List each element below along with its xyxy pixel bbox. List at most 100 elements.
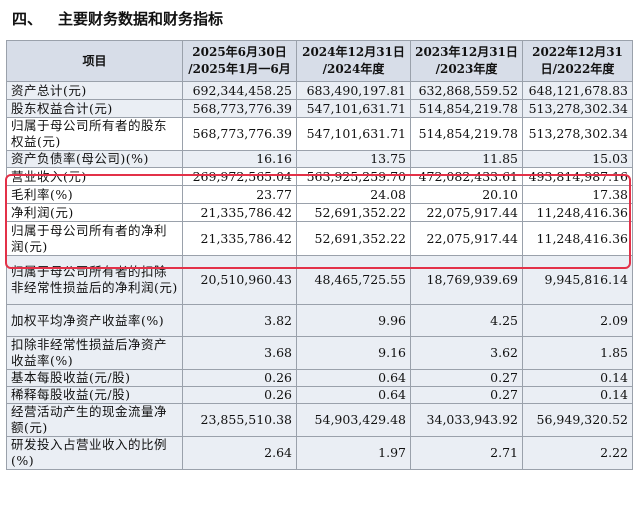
row-value: 23.77 <box>182 185 297 204</box>
row-value: 52,691,352.22 <box>296 203 411 222</box>
row-value: 11,248,416.36 <box>522 221 633 256</box>
row-value: 513,278,302.34 <box>522 99 633 118</box>
row-value: 9.16 <box>296 336 411 370</box>
table-row: 研发投入占营业收入的比例(%) 2.64 1.97 2.71 2.22 <box>6 436 633 470</box>
row-label: 经营活动产生的现金流量净额(元) <box>6 403 183 437</box>
row-value: 2.09 <box>522 304 633 337</box>
row-value: 21,335,786.42 <box>182 203 297 222</box>
table-row: 归属于母公司所有者的扣除非经常性损益后的净利润(元) 20,510,960.43 4… <box>6 255 633 305</box>
table-row: 资产总计(元) 692,344,458.25 683,490,197.81 632,8… <box>6 81 633 100</box>
row-value: 11.85 <box>410 150 523 168</box>
row-value: 514,854,219.78 <box>410 99 523 118</box>
row-label: 毛利率(%) <box>6 185 183 204</box>
row-value: 547,101,631.71 <box>296 99 411 118</box>
row-label: 归属于母公司所有者的股东权益(元) <box>6 117 183 151</box>
row-value: 0.26 <box>182 386 297 404</box>
row-value: 52,691,352.22 <box>296 221 411 256</box>
row-value: 692,344,458.25 <box>182 81 297 100</box>
row-label: 资产总计(元) <box>6 81 183 100</box>
row-value: 683,490,197.81 <box>296 81 411 100</box>
table-row: 毛利率(%) 23.77 24.08 20.10 17.38 <box>6 185 633 204</box>
row-value: 18,769,939.69 <box>410 255 523 305</box>
header-item: 项目 <box>6 40 183 82</box>
row-value: 493,814,987.16 <box>522 167 633 186</box>
table-row: 基本每股收益(元/股) 0.26 0.64 0.27 0.14 <box>6 369 633 387</box>
row-label: 归属于母公司所有者的净利润(元) <box>6 221 183 256</box>
row-value: 9,945,816.14 <box>522 255 633 305</box>
table-row: 归属于母公司所有者的股东权益(元) 568,773,776.39 547,101,6… <box>6 117 633 151</box>
row-value: 13.75 <box>296 150 411 168</box>
table-row: 加权平均净资产收益率(%) 3.82 9.96 4.25 2.09 <box>6 304 633 337</box>
row-value: 0.14 <box>522 369 633 387</box>
row-value: 22,075,917.44 <box>410 221 523 256</box>
row-value: 48,465,725.55 <box>296 255 411 305</box>
row-value: 20,510,960.43 <box>182 255 297 305</box>
table-row: 股东权益合计(元) 568,773,776.39 547,101,631.71 514… <box>6 99 633 118</box>
row-value: 568,773,776.39 <box>182 99 297 118</box>
row-value: 0.26 <box>182 369 297 387</box>
row-value: 2.71 <box>410 436 523 470</box>
header-2025h1: 2025年6月30日/2025年1月一6月 <box>182 40 297 82</box>
table-row: 稀释每股收益(元/股) 0.26 0.64 0.27 0.14 <box>6 386 633 404</box>
row-value: 20.10 <box>410 185 523 204</box>
row-value: 648,121,678.83 <box>522 81 633 100</box>
row-value: 0.14 <box>522 386 633 404</box>
row-value: 0.27 <box>410 369 523 387</box>
row-value: 513,278,302.34 <box>522 117 633 151</box>
row-label: 研发投入占营业收入的比例(%) <box>6 436 183 470</box>
row-value: 11,248,416.36 <box>522 203 633 222</box>
row-value: 0.27 <box>410 386 523 404</box>
row-label: 净利润(元) <box>6 203 183 222</box>
table-row: 扣除非经常性损益后净资产收益率(%) 3.68 9.16 3.62 1.85 <box>6 336 633 370</box>
row-value: 1.85 <box>522 336 633 370</box>
row-value: 34,033,943.92 <box>410 403 523 437</box>
row-value: 16.16 <box>182 150 297 168</box>
table-row: 经营活动产生的现金流量净额(元) 23,855,510.38 54,903,429.… <box>6 403 633 437</box>
row-value: 3.82 <box>182 304 297 337</box>
row-label: 扣除非经常性损益后净资产收益率(%) <box>6 336 183 370</box>
row-label: 加权平均净资产收益率(%) <box>6 304 183 337</box>
table-header-row: 项目 2025年6月30日/2025年1月一6月 2024年12月31日/202… <box>6 40 633 82</box>
row-value: 15.03 <box>522 150 633 168</box>
row-value: 17.38 <box>522 185 633 204</box>
header-2022: 2022年12月31 日/2022年度 <box>522 40 633 82</box>
row-value: 2.22 <box>522 436 633 470</box>
row-value: 3.62 <box>410 336 523 370</box>
row-value: 0.64 <box>296 369 411 387</box>
row-value: 4.25 <box>410 304 523 337</box>
row-label: 股东权益合计(元) <box>6 99 183 118</box>
row-label: 稀释每股收益(元/股) <box>6 386 183 404</box>
row-value: 568,773,776.39 <box>182 117 297 151</box>
row-value: 563,925,259.70 <box>296 167 411 186</box>
table-row: 资产负债率(母公司)(%) 16.16 13.75 11.85 15.03 <box>6 150 633 168</box>
row-value: 547,101,631.71 <box>296 117 411 151</box>
row-value: 2.64 <box>182 436 297 470</box>
row-value: 514,854,219.78 <box>410 117 523 151</box>
table-row: 归属于母公司所有者的净利润(元) 21,335,786.42 52,691,352.… <box>6 221 633 256</box>
section-title-text: 主要财务数据和财务指标 <box>58 10 224 28</box>
row-label: 归属于母公司所有者的扣除非经常性损益后的净利润(元) <box>6 255 183 305</box>
table-row: 营业收入(元) 269,972,565.04 563,925,259.70 472,0… <box>6 167 633 186</box>
header-2024: 2024年12月31日/2024年度 <box>296 40 411 82</box>
row-value: 472,082,433.61 <box>410 167 523 186</box>
table-row: 净利润(元) 21,335,786.42 52,691,352.22 22,075,9… <box>6 203 633 222</box>
row-value: 24.08 <box>296 185 411 204</box>
section-number: 四、 <box>12 10 43 28</box>
header-2023: 2023年12月31日/2023年度 <box>410 40 523 82</box>
row-value: 23,855,510.38 <box>182 403 297 437</box>
row-value: 0.64 <box>296 386 411 404</box>
row-value: 9.96 <box>296 304 411 337</box>
row-label: 营业收入(元) <box>6 167 183 186</box>
row-value: 21,335,786.42 <box>182 221 297 256</box>
row-value: 632,868,559.52 <box>410 81 523 100</box>
row-value: 56,949,320.52 <box>522 403 633 437</box>
row-value: 22,075,917.44 <box>410 203 523 222</box>
row-label: 基本每股收益(元/股) <box>6 369 183 387</box>
section-title: 四、 主要财务数据和财务指标 <box>12 5 223 33</box>
row-label: 资产负债率(母公司)(%) <box>6 150 183 168</box>
row-value: 1.97 <box>296 436 411 470</box>
financial-data-table: 项目 2025年6月30日/2025年1月一6月 2024年12月31日/202… <box>6 40 633 470</box>
row-value: 54,903,429.48 <box>296 403 411 437</box>
row-value: 269,972,565.04 <box>182 167 297 186</box>
row-value: 3.68 <box>182 336 297 370</box>
